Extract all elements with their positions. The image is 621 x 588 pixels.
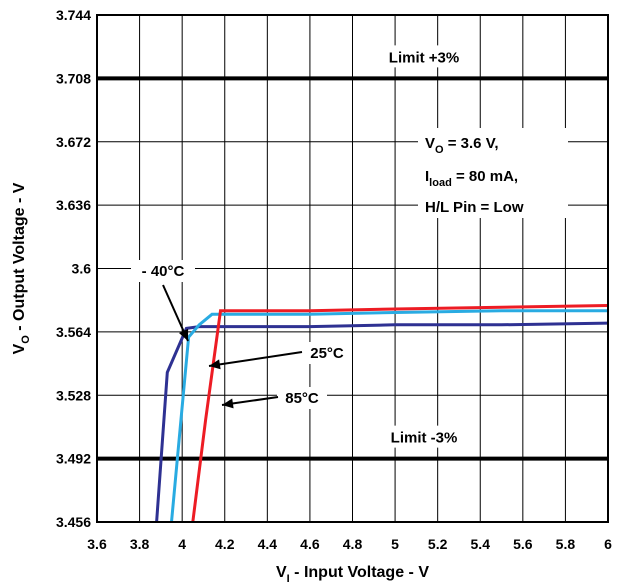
callout-25c-arrow <box>208 351 303 367</box>
callout-85c-arrowhead <box>222 398 234 409</box>
series-line-1 <box>170 309 608 523</box>
y-axis-title: VO - Output Voltage - V <box>11 182 32 354</box>
callout-25c-label: 25°C <box>310 345 344 362</box>
condition-iload: Iload = 80 mA, <box>425 168 518 189</box>
y-tick-label: 3.492 <box>56 451 91 467</box>
x-tick-label: 4.4 <box>258 536 278 552</box>
x-tick-label: 5.8 <box>556 536 576 552</box>
x-tick-label: 6 <box>604 536 612 552</box>
x-tick-label: 4.8 <box>343 536 363 552</box>
limit-upper-label: Limit +3% <box>389 49 459 66</box>
x-tick-label: 3.8 <box>130 536 150 552</box>
x-tick-label: 5.6 <box>513 536 533 552</box>
callout-85c-bg <box>277 387 327 409</box>
y-axis-title-main: V <box>11 343 28 354</box>
condition-vo: VO = 3.6 V, <box>425 135 499 156</box>
callout-minus40-arrowhead <box>179 328 189 341</box>
y-tick-label: 3.528 <box>56 387 91 403</box>
condition-hl-pin: H/L Pin = Low <box>425 199 524 216</box>
plot-frame <box>96 14 609 523</box>
y-tick-label: 3.708 <box>56 70 91 86</box>
x-axis-title-main: V <box>276 564 287 581</box>
y-tick-label: 3.672 <box>56 134 91 150</box>
conditions-annotation: VO = 3.6 V, Iload = 80 mA, H/L Pin = Low <box>418 128 568 218</box>
y-tick-labels: 3.456 3.492 3.528 3.564 3.6 3.636 3.672 3.708 3.… <box>56 7 91 530</box>
y-axis-title-sub: O <box>20 335 32 344</box>
x-axis-title: VI - Input Voltage - V <box>276 564 429 585</box>
callout-25c-arrowhead <box>209 359 221 370</box>
series-group <box>155 304 609 523</box>
y-tick-label: 3.456 <box>56 514 91 530</box>
x-axis-title-sub: I <box>287 573 290 585</box>
x-tick-label: 4 <box>178 536 186 552</box>
x-tick-label: 3.6 <box>87 536 107 552</box>
callout-85c-label: 85°C <box>285 390 319 407</box>
x-tick-label: 5.4 <box>471 536 491 552</box>
y-tick-label: 3.564 <box>56 324 91 340</box>
limit-lower-label-bg <box>372 425 476 448</box>
y-tick-label: 3.636 <box>56 197 91 213</box>
x-tick-label: 5.2 <box>428 536 448 552</box>
limit-labels: Limit +3% Limit -3% <box>372 45 476 448</box>
x-tick-label: 4.6 <box>300 536 320 552</box>
callout-25c-bg <box>302 342 352 364</box>
conditions-bg <box>418 128 568 218</box>
series-line-0 <box>155 321 609 523</box>
y-axis-title-rest: - Output Voltage - V <box>11 182 28 335</box>
callout-minus40-bg <box>131 260 195 282</box>
series-callouts: - 40°C 25°C 85°C <box>131 260 352 409</box>
y-tick-label: 3.6 <box>72 261 92 277</box>
x-tick-labels: 3.6 3.8 4 4.2 4.4 4.6 4.8 5 5.2 5.4 5.6 5.8 6 <box>87 536 612 552</box>
x-axis-title-rest: - Input Voltage - V <box>290 564 430 581</box>
limit-lower-label: Limit -3% <box>391 430 458 447</box>
series-line-2 <box>191 304 609 523</box>
limit-lines <box>97 76 608 461</box>
x-tick-label: 4.2 <box>215 536 235 552</box>
x-tick-label: 5 <box>391 536 399 552</box>
limit-upper-label-bg <box>372 45 476 68</box>
callout-minus40-label: - 40°C <box>142 263 185 280</box>
y-tick-label: 3.744 <box>56 7 91 23</box>
